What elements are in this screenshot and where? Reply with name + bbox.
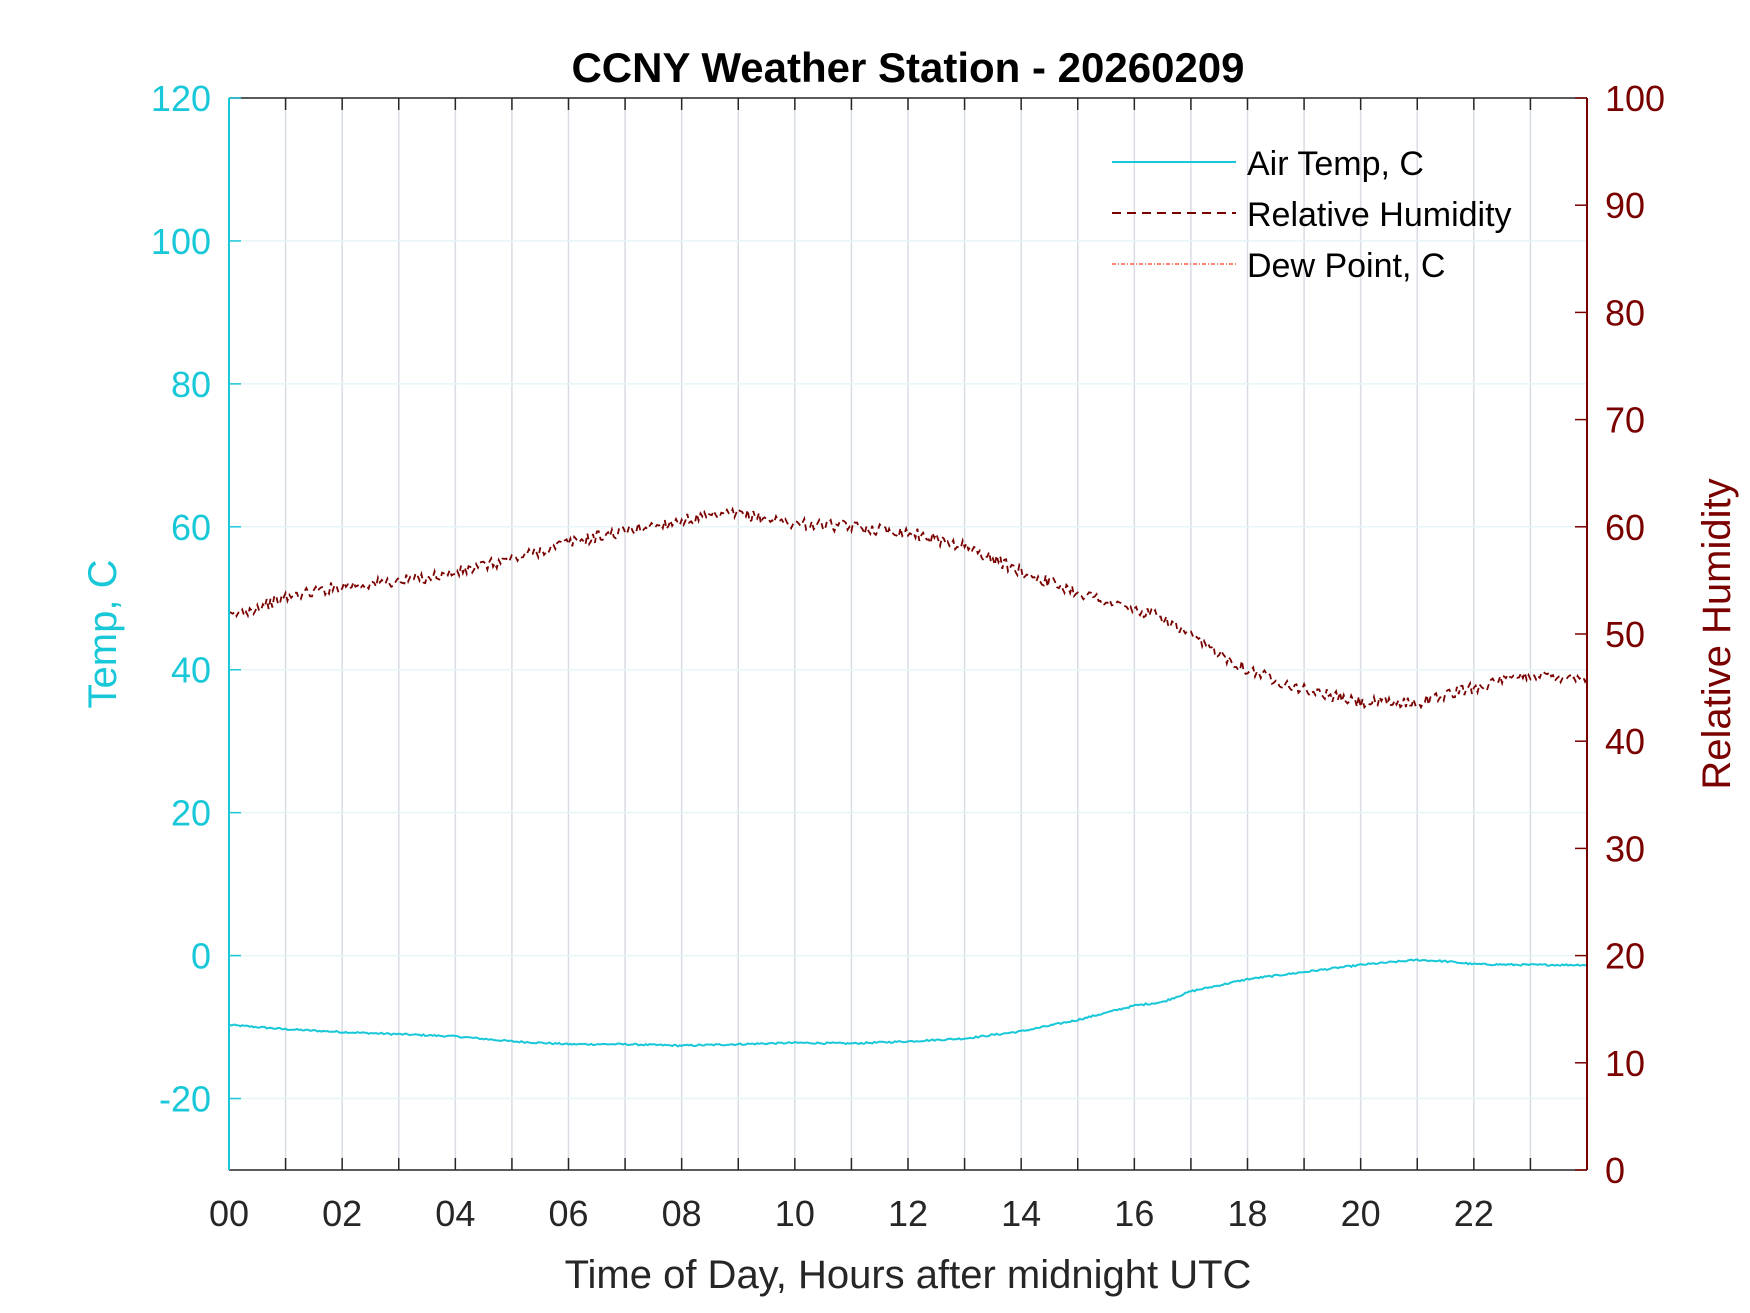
y-left-tick-label: 80 (171, 364, 211, 405)
y-axis-left-label: Temp, C (81, 560, 125, 709)
x-tick-label: 20 (1341, 1193, 1381, 1234)
y-right-tick-label: 40 (1605, 721, 1645, 762)
y-right-tick-label: 70 (1605, 400, 1645, 441)
x-tick-label: 00 (209, 1193, 249, 1234)
x-tick-label: 06 (548, 1193, 588, 1234)
legend-label-dew-point: Dew Point, C (1247, 247, 1445, 285)
x-tick-label: 16 (1114, 1193, 1154, 1234)
x-tick-label: 22 (1454, 1193, 1494, 1234)
chart-title: CCNY Weather Station - 20260209 (571, 44, 1244, 91)
y-right-tick-label: 10 (1605, 1043, 1645, 1084)
legend-label-air-temp: Air Temp, C (1247, 145, 1424, 183)
series-line-relative-humidity (228, 506, 1588, 710)
y-right-tick-label: 50 (1605, 614, 1645, 655)
y-right-tick-label: 80 (1605, 292, 1645, 333)
x-axis-label: Time of Day, Hours after midnight UTC (565, 1253, 1252, 1297)
y-left-tick-label: 0 (191, 936, 211, 977)
y-right-tick-label: 90 (1605, 185, 1645, 226)
y-right-tick-label: 100 (1605, 78, 1665, 119)
tick-labels: 00 02 04 06 08 10 12 14 16 18 20 22120100806040200-… (151, 78, 1665, 1234)
series-line-air-temp-c (228, 958, 1588, 1048)
y-axis-right-label: Relative Humidity (1695, 478, 1739, 789)
y-right-tick-label: 0 (1605, 1150, 1625, 1191)
x-tick-label: 04 (435, 1193, 475, 1234)
y-right-tick-label: 60 (1605, 507, 1645, 548)
x-tick-label: 02 (322, 1193, 362, 1234)
y-left-tick-label: -20 (159, 1079, 211, 1120)
x-tick-label: 08 (662, 1193, 702, 1234)
legend: Air Temp, C Relative Humidity Dew Point,… (1112, 145, 1512, 285)
y-right-tick-label: 30 (1605, 828, 1645, 869)
y-left-tick-label: 100 (151, 221, 211, 262)
y-left-tick-label: 20 (171, 793, 211, 834)
x-tick-label: 12 (888, 1193, 928, 1234)
x-tick-label: 10 (775, 1193, 815, 1234)
axes (228, 97, 1588, 1171)
y-left-tick-label: 40 (171, 650, 211, 691)
series-lines (228, 506, 1588, 1048)
x-tick-label: 18 (1227, 1193, 1267, 1234)
grid-lines (229, 97, 1587, 1170)
y-left-tick-label: 60 (171, 507, 211, 548)
y-right-tick-label: 20 (1605, 936, 1645, 977)
legend-label-relative-humidity: Relative Humidity (1247, 196, 1512, 234)
y-left-tick-label: 120 (151, 78, 211, 119)
x-tick-label: 14 (1001, 1193, 1041, 1234)
